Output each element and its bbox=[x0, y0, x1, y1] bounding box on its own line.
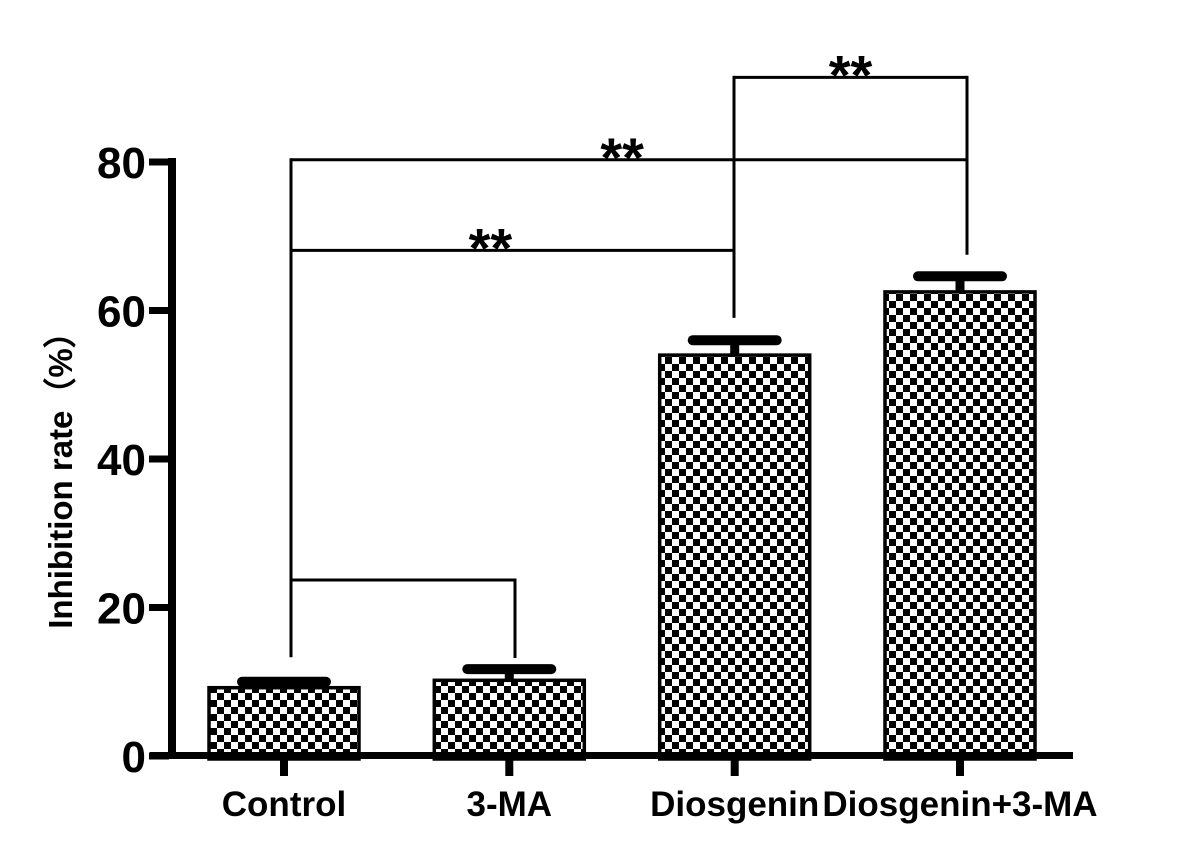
y-tick-label-20: 20 bbox=[97, 585, 146, 634]
bars-group bbox=[207, 290, 1037, 761]
x-category-label-control: Control bbox=[222, 785, 346, 824]
sig-label-control-vs-diosgenin-3-ma: ** bbox=[600, 126, 644, 189]
y-tick-label-40: 40 bbox=[97, 436, 146, 485]
bar-diosgenin bbox=[657, 353, 812, 761]
bar-diosgenin-3-ma bbox=[883, 290, 1037, 761]
significance-brackets-group: ** ** ** bbox=[289, 43, 969, 658]
y-ticks-group bbox=[149, 158, 169, 760]
sig-label-control-vs-diosgenin: ** bbox=[469, 216, 513, 279]
x-category-label-3-ma: 3-MA bbox=[467, 785, 553, 824]
y-axis-title: Inhibition rate（%） bbox=[42, 315, 79, 629]
y-tick-label-60: 60 bbox=[97, 288, 146, 337]
y-tick-labels-group: 0 20 40 60 80 bbox=[97, 139, 146, 782]
y-tick-label-0: 0 bbox=[122, 733, 146, 782]
x-category-label-diosgenin-3-ma: Diosgenin+3-MA bbox=[822, 785, 1097, 824]
x-ticks-group bbox=[280, 759, 964, 776]
x-category-label-diosgenin: Diosgenin bbox=[650, 785, 819, 824]
sig-label-diosgenin-vs-diosgenin-3-ma: ** bbox=[829, 43, 873, 106]
bar-3-ma bbox=[432, 678, 587, 761]
x-category-labels-group: Control 3-MA Diosgenin Diosgenin+3-MA bbox=[222, 785, 1098, 824]
bar-control bbox=[207, 685, 361, 761]
error-bars-group bbox=[237, 271, 1007, 687]
y-tick-label-80: 80 bbox=[97, 139, 146, 188]
